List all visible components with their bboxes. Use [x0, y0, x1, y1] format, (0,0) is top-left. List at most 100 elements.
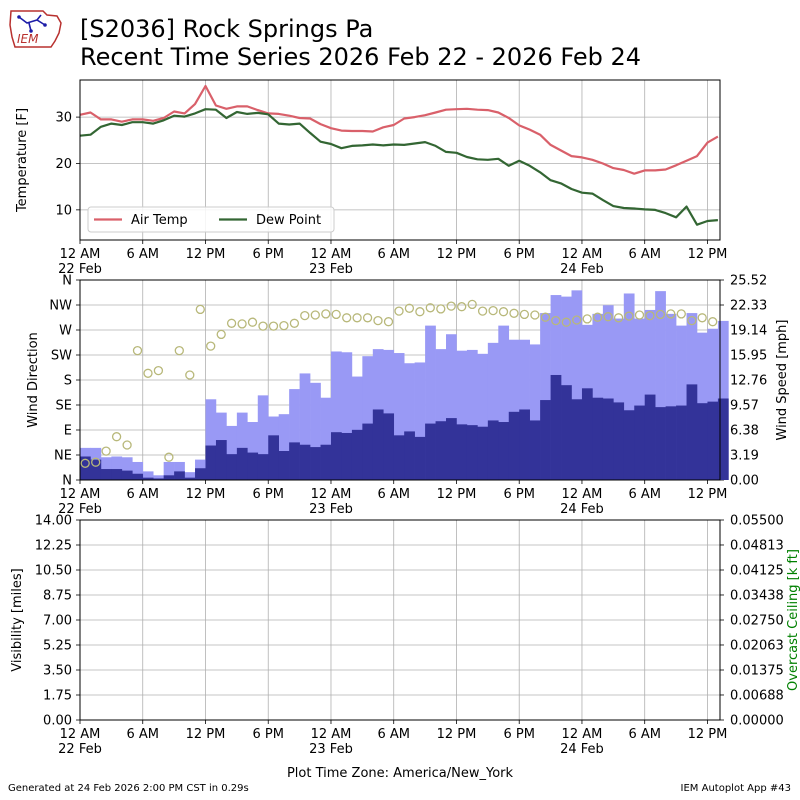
direction-point — [226, 318, 237, 328]
speed-bar — [330, 432, 342, 480]
vis-xtick-label: 12 AM — [562, 727, 603, 742]
speed-bar — [268, 435, 279, 480]
direction-point — [352, 313, 362, 323]
wind-speed-tick-label: 3.19 — [730, 449, 759, 464]
speed-bar — [686, 384, 698, 480]
direction-point — [530, 310, 540, 320]
wind-xtick-label: 6 AM — [628, 487, 661, 502]
vis-ytick-label: 10.50 — [35, 564, 72, 579]
temp-ytick-label: 30 — [55, 111, 72, 126]
direction-point — [634, 310, 645, 320]
direction-point — [488, 305, 498, 316]
temp-xtick-label: 12 AM — [60, 247, 101, 262]
wind-xtick-label: 12 PM — [186, 487, 226, 502]
speed-bar — [717, 398, 729, 480]
direction-point — [655, 309, 666, 320]
direction-point — [561, 317, 571, 327]
direction-point — [206, 341, 216, 351]
speed-bar — [644, 394, 656, 480]
gust-bar — [477, 353, 489, 480]
direction-point — [80, 458, 90, 468]
wind-xtick-label: 6 AM — [377, 487, 410, 502]
direction-point — [592, 312, 603, 322]
temp-xtick-label: 6 AM — [126, 247, 159, 262]
direction-point — [362, 313, 373, 323]
vis-xtick-label: 12 AM — [311, 727, 352, 742]
speed-bar — [707, 401, 719, 480]
direction-point — [394, 306, 404, 316]
gust-bar — [393, 353, 405, 480]
ceiling-ytick-label: 0.05500 — [730, 514, 784, 529]
direction-point — [195, 304, 205, 315]
vis-xtick-label: 6 AM — [628, 727, 661, 742]
wind-xtick-label: 6 AM — [126, 487, 159, 502]
visibility-axis-label: Visibility [miles] — [10, 568, 25, 671]
direction-point — [457, 302, 467, 312]
temperature-panel: 12 AM 6 AM 12 PM 6 PM 12 AM 6 AM 12 PM 6 PM 12 A… — [15, 79, 727, 277]
direction-point — [101, 446, 111, 456]
vis-xtick-label: 6 AM — [377, 727, 410, 742]
speed-bar — [487, 420, 499, 480]
gust-bar — [676, 325, 687, 480]
wind-dir-tick-label: W — [59, 324, 72, 339]
wind-speed-tick-label: 15.95 — [730, 349, 767, 364]
gust-bar — [289, 389, 300, 480]
direction-point — [613, 313, 624, 323]
gust-bar — [257, 395, 269, 480]
logo-text: IEM — [17, 32, 39, 46]
vis-xtick-label: 6 PM — [503, 727, 534, 742]
wind-speed-tick-label: 25.52 — [730, 274, 767, 289]
wind-panel: 12 AM 6 AM 12 PM 6 PM 12 AM 6 AM 12 PM 6 PM 12 A… — [26, 274, 790, 518]
gust-bar — [132, 461, 144, 480]
temp-xtick-label: 6 AM — [377, 247, 410, 262]
wind-xtick-label: 12 AM — [562, 487, 603, 502]
speed-bar — [602, 398, 614, 480]
vis-ytick-label: 14.00 — [35, 514, 72, 529]
direction-point — [164, 452, 174, 462]
speed-bar — [623, 410, 635, 480]
vis-ytick-label: 1.75 — [43, 689, 72, 704]
vis-ytick-label: 0.00 — [43, 714, 72, 729]
wind-speed-tick-label: 6.38 — [730, 424, 759, 439]
direction-point — [174, 345, 184, 356]
speed-bar — [508, 411, 520, 480]
direction-point — [268, 321, 279, 331]
speed-bar — [226, 454, 238, 480]
vis-xtick-label: 12 PM — [437, 727, 477, 742]
direction-point — [624, 311, 634, 321]
gust-bar — [456, 350, 468, 480]
direction-point — [436, 304, 446, 314]
vis-date-label: 24 Feb — [560, 742, 604, 757]
series-line-air-temp — [79, 84, 719, 175]
speed-bar — [477, 426, 489, 480]
wind-dir-tick-label: E — [64, 424, 72, 439]
wind-xtick-label: 6 PM — [503, 487, 534, 502]
vis-xtick-label: 12 AM — [60, 727, 101, 742]
vis-frame-frame — [79, 519, 721, 721]
vis-xtick-label: 12 PM — [186, 727, 226, 742]
direction-point — [509, 308, 519, 318]
gust-bar — [466, 349, 478, 480]
direction-point — [122, 440, 132, 450]
direction-point — [666, 309, 676, 319]
speed-bar — [529, 420, 541, 480]
direction-point — [310, 310, 320, 320]
ceiling-ytick-label: 0.04813 — [730, 538, 784, 553]
speed-bar — [696, 403, 708, 480]
ceiling-ytick-label: 0.00688 — [730, 688, 784, 703]
speed-bar — [362, 423, 374, 480]
speed-bar — [184, 477, 196, 480]
wind-xtick-label: 6 PM — [253, 487, 284, 502]
temp-y-axis-label: Temperature [F] — [15, 108, 30, 213]
speed-bar — [519, 409, 530, 480]
direction-point — [111, 432, 122, 442]
iem-logo: IEM — [9, 10, 62, 48]
wind-dir-tick-label: SW — [51, 349, 72, 364]
legend-label: Air Temp — [131, 213, 188, 228]
gust-bar — [174, 461, 185, 480]
wind-dir-tick-label: N — [62, 274, 72, 289]
wind-xtick-label: 12 AM — [60, 487, 101, 502]
direction-point — [143, 368, 153, 378]
direction-point — [91, 457, 101, 467]
